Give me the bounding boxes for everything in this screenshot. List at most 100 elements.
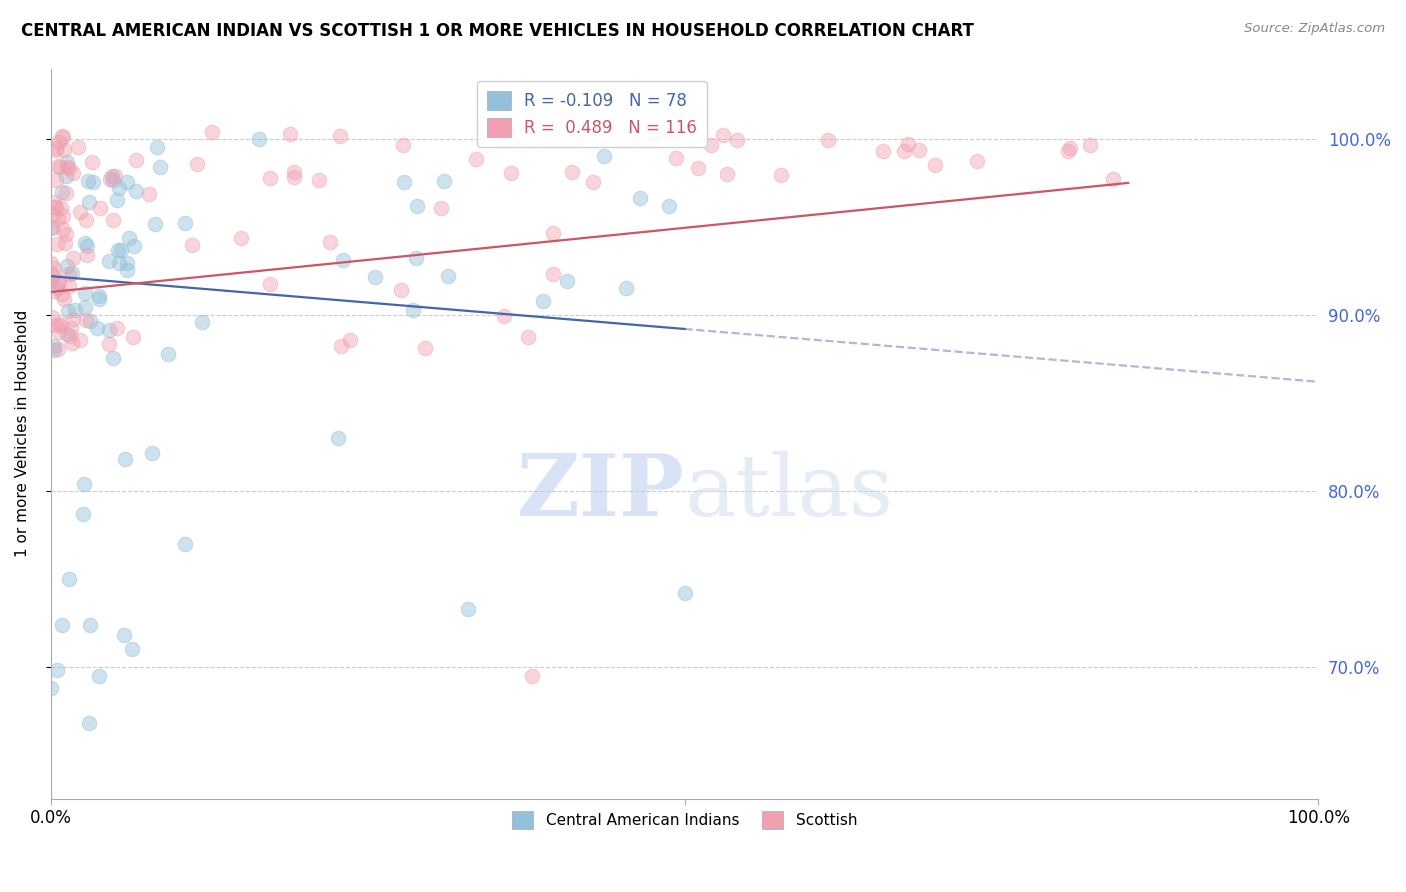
- Point: [231, 231, 253, 245]
- Point: [42, 195, 65, 210]
- Point: [531, 294, 554, 309]
- Point: [77, 716, 100, 731]
- Point: [46, 276, 69, 290]
- Point: [174, 536, 197, 550]
- Point: [103, 351, 125, 365]
- Point: [44, 200, 66, 214]
- Point: [48, 317, 70, 331]
- Point: [117, 256, 139, 270]
- Point: [112, 628, 135, 642]
- Point: [41, 220, 63, 235]
- Point: [97, 254, 120, 268]
- Point: [55, 154, 77, 169]
- Point: [433, 174, 456, 188]
- Point: [62, 166, 84, 180]
- Point: [52, 129, 75, 144]
- Point: [105, 321, 128, 335]
- Point: [966, 153, 988, 168]
- Point: [699, 138, 721, 153]
- Point: [402, 303, 425, 318]
- Point: [86, 321, 108, 335]
- Point: [67, 139, 90, 153]
- Point: [41, 221, 63, 235]
- Point: [62, 251, 84, 265]
- Point: [121, 642, 143, 657]
- Point: [51, 128, 73, 143]
- Point: [464, 152, 486, 166]
- Point: [42, 339, 65, 353]
- Point: [60, 266, 83, 280]
- Point: [105, 193, 128, 207]
- Point: [73, 300, 96, 314]
- Point: [582, 175, 605, 189]
- Point: [332, 253, 354, 268]
- Point: [114, 451, 136, 466]
- Point: [103, 213, 125, 227]
- Point: [51, 202, 73, 216]
- Point: [1078, 138, 1101, 153]
- Point: [364, 269, 387, 284]
- Point: [391, 137, 413, 152]
- Point: [60, 336, 83, 351]
- Point: [716, 167, 738, 181]
- Point: [893, 144, 915, 158]
- Point: [72, 507, 94, 521]
- Point: [44, 343, 66, 357]
- Point: [499, 166, 522, 180]
- Point: [658, 199, 681, 213]
- Point: [48, 135, 70, 149]
- Point: [63, 303, 86, 318]
- Point: [328, 431, 350, 445]
- Point: [41, 310, 63, 325]
- Point: [48, 275, 70, 289]
- Point: [141, 445, 163, 459]
- Point: [76, 248, 98, 262]
- Point: [561, 164, 583, 178]
- Point: [49, 160, 72, 174]
- Point: [278, 127, 301, 141]
- Point: [436, 269, 458, 284]
- Point: [108, 181, 131, 195]
- Point: [89, 201, 111, 215]
- Point: [125, 184, 148, 198]
- Point: [98, 323, 121, 337]
- Point: [1102, 172, 1125, 186]
- Point: [897, 136, 920, 151]
- Point: [191, 315, 214, 329]
- Point: [89, 668, 111, 682]
- Point: [145, 140, 167, 154]
- Point: [817, 132, 839, 146]
- Point: [51, 186, 73, 200]
- Point: [46, 212, 69, 227]
- Point: [659, 126, 682, 140]
- Point: [122, 238, 145, 252]
- Point: [69, 204, 91, 219]
- Text: CENTRAL AMERICAN INDIAN VS SCOTTISH 1 OR MORE VEHICLES IN HOUSEHOLD CORRELATION : CENTRAL AMERICAN INDIAN VS SCOTTISH 1 OR…: [21, 22, 974, 40]
- Point: [394, 175, 416, 189]
- Point: [614, 281, 637, 295]
- Point: [593, 149, 616, 163]
- Point: [319, 235, 342, 249]
- Point: [308, 173, 330, 187]
- Point: [56, 260, 79, 274]
- Point: [117, 231, 139, 245]
- Point: [103, 173, 125, 187]
- Point: [79, 314, 101, 328]
- Point: [555, 274, 578, 288]
- Point: [143, 217, 166, 231]
- Point: [97, 336, 120, 351]
- Point: [46, 159, 69, 173]
- Point: [58, 279, 80, 293]
- Point: [180, 237, 202, 252]
- Point: [329, 339, 352, 353]
- Point: [53, 236, 76, 251]
- Point: [42, 208, 65, 222]
- Point: [77, 174, 100, 188]
- Point: [186, 157, 208, 171]
- Point: [39, 256, 62, 270]
- Point: [82, 155, 104, 169]
- Point: [42, 284, 65, 298]
- Point: [673, 586, 696, 600]
- Point: [45, 318, 67, 332]
- Point: [45, 143, 67, 157]
